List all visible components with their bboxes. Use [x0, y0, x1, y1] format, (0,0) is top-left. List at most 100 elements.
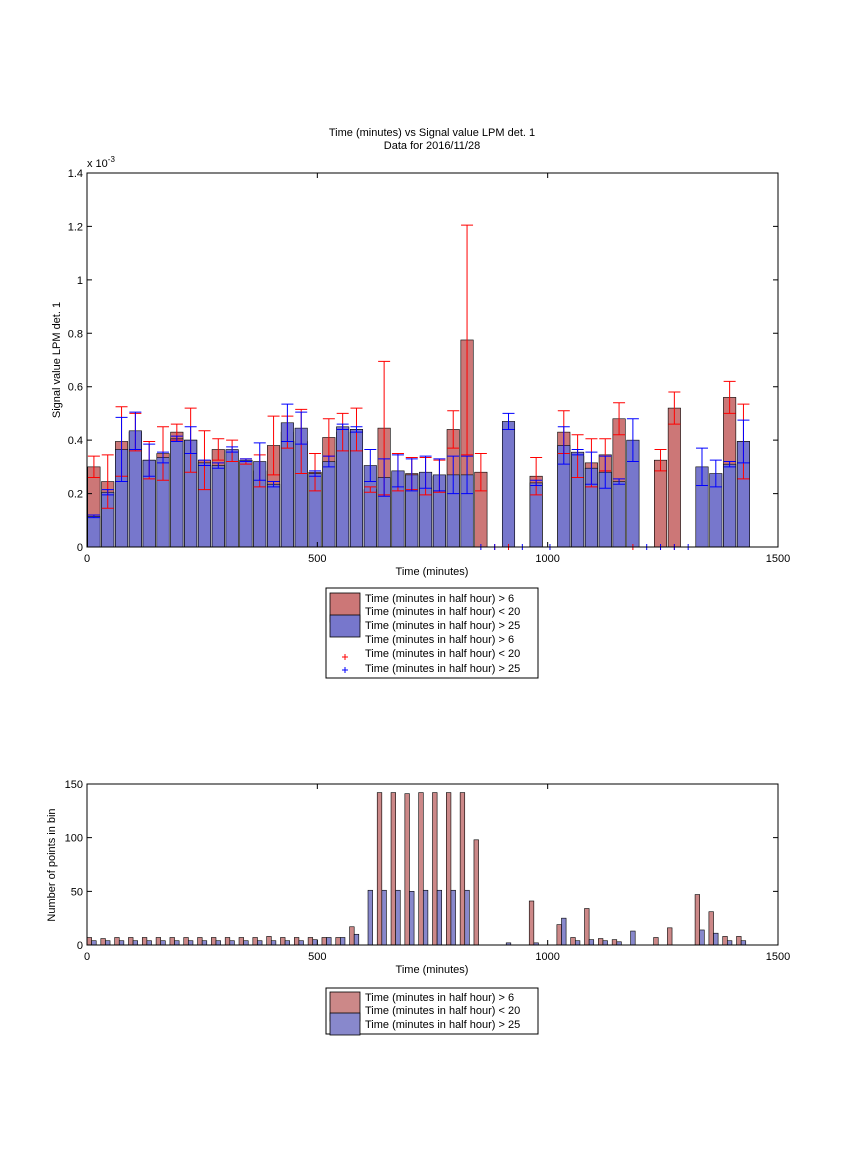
- bottom-bar-s0-36: [694, 894, 700, 946]
- top-errorbar-s1-14: [281, 403, 294, 442]
- top-errorbar-s0-35: [654, 448, 667, 472]
- bottom-bar-s0-10: [224, 937, 231, 946]
- top-errorbar-s1-38: [723, 461, 736, 468]
- bottom-bar-s1-27: [464, 889, 470, 946]
- top-errorbar-s1-15: [295, 411, 308, 445]
- bottom-bar-s1-19: [353, 933, 360, 946]
- bottom-bar-s0-1: [100, 938, 106, 946]
- bottom-bar-s0-32: [598, 938, 604, 946]
- top-legend-label-2: Time (minutes in half hour) < 20: [365, 606, 520, 618]
- top-errorbar-s0-26: [447, 410, 460, 449]
- top-axes-box: [86, 172, 779, 548]
- legend-marker-blue: [342, 667, 348, 673]
- bottom-bar-s0-23: [418, 792, 424, 946]
- bottom-bar-s0-3: [128, 937, 134, 946]
- bottom-axes-box: [86, 783, 779, 946]
- top-errorbar-s0-0: [87, 455, 100, 479]
- top-xtick-label-1: 500: [308, 553, 326, 565]
- bottom-bar-s0-30: [570, 937, 576, 946]
- bottom-bar-s0-38: [722, 936, 728, 946]
- bottom-bar-s1-9: [215, 940, 221, 946]
- top-ytick-label-4: 0.8: [68, 328, 83, 340]
- bottom-bar-s1-33: [602, 940, 608, 946]
- bottom-bar-s0-16: [307, 937, 314, 946]
- top-errorbar-s1-17: [322, 455, 335, 468]
- top-errorbar-s1-6: [170, 435, 183, 442]
- bottom-bar-s0-2: [114, 937, 120, 946]
- top-errorbar-s1-9: [212, 462, 225, 469]
- top-ytick-label-0: 0: [77, 542, 83, 554]
- top-xtick-label-3: 1500: [766, 553, 790, 565]
- bottom-bar-s1-21: [381, 889, 387, 946]
- bottom-xtick-label-2: 1000: [535, 951, 559, 963]
- top-errorbar-s1-23: [405, 458, 418, 492]
- top-chart-title: Time (minutes) vs Signal value LPM det. …: [329, 127, 535, 139]
- bottom-y-axis-label: Number of points in bin: [46, 808, 58, 921]
- bottom-bar-s1-11: [243, 940, 249, 946]
- top-xtick-label-0: 0: [84, 553, 90, 565]
- top-errorbar-s1-5: [157, 451, 170, 464]
- bottom-bar-s1-6: [174, 940, 180, 946]
- bottom-bar-s0-17: [321, 937, 327, 946]
- top-legend-label-1: Time (minutes in half hour) > 6: [365, 593, 514, 605]
- bottom-bar-s1-37: [713, 932, 719, 946]
- top-y-exponent: x 10-3: [87, 155, 115, 170]
- bottom-bar-s0-7: [183, 937, 189, 946]
- bottom-ytick-label-1: 50: [71, 886, 83, 898]
- top-bar-s1-13: [267, 483, 281, 548]
- bottom-bar-s1-30: [561, 917, 567, 946]
- bottom-bar-s0-18: [335, 937, 341, 946]
- top-errorbar-s1-31: [571, 448, 584, 456]
- bottom-bar-s0-0: [86, 937, 92, 946]
- bottom-bar-s1-15: [298, 940, 304, 946]
- top-bar-s1-17: [322, 461, 336, 548]
- bottom-bar-s0-39: [736, 936, 742, 946]
- top-ytick-label-5: 1: [77, 275, 83, 287]
- bottom-bar-s1-18: [340, 937, 346, 946]
- top-errorbar-s1-19: [350, 426, 363, 433]
- bottom-bar-s0-14: [280, 937, 286, 946]
- bottom-bar-s0-20: [376, 792, 383, 946]
- bottom-bar-s1-8: [201, 940, 208, 946]
- top-errorbar-s1-2: [115, 416, 128, 483]
- top-errorbar-s1-22: [391, 454, 404, 488]
- bottom-bar-s1-12: [257, 940, 263, 946]
- bottom-bar-s0-28: [528, 900, 535, 946]
- top-errorbar-s0-20: [364, 486, 377, 493]
- bottom-bar-s0-34: [653, 937, 659, 946]
- bottom-bar-s1-32: [588, 939, 595, 946]
- top-errorbar-s1-25: [433, 458, 446, 492]
- bottom-bar-s1-20: [367, 889, 373, 946]
- bottom-bar-s1-0: [91, 940, 97, 946]
- bottom-bar-s0-4: [141, 937, 148, 946]
- top-bar-s1-0: [87, 515, 101, 548]
- bottom-bar-s1-10: [229, 940, 235, 946]
- bottom-bar-s0-26: [459, 792, 466, 946]
- top-errorbar-s0-34: [613, 402, 626, 436]
- bottom-bar-s0-11: [238, 937, 244, 946]
- bottom-bar-s1-14: [284, 940, 290, 946]
- top-bar-s0-35: [654, 459, 668, 548]
- top-xticks: 0 500 1000 1500: [84, 173, 790, 565]
- top-errorbar-s1-13: [267, 481, 280, 488]
- top-errorbar-s1-34: [613, 478, 626, 485]
- top-errorbar-s1-24: [419, 455, 432, 489]
- bottom-legend-swatch-blue: [329, 1012, 361, 1036]
- top-bar-s1-6: [170, 438, 184, 548]
- top-bar-s1-38: [723, 463, 737, 548]
- top-errorbar-s1-18: [336, 423, 349, 430]
- bottom-legend-label-3: Time (minutes in half hour) > 25: [365, 1019, 520, 1031]
- top-errorbar-s1-10: [226, 446, 239, 453]
- top-errorbar-s1-16: [309, 470, 322, 477]
- bottom-bar-s0-35: [667, 927, 673, 946]
- bottom-bar-s0-31: [584, 908, 590, 946]
- top-errorbar-s1-8: [198, 459, 211, 467]
- top-errorbar-s1-0: [87, 514, 100, 519]
- bottom-xticks: 0 500 1000 1500: [84, 784, 790, 963]
- bottom-bar-s0-9: [211, 937, 217, 946]
- top-chart-subtitle: Data for 2016/11/28: [384, 140, 480, 152]
- bottom-bar-s0-13: [266, 936, 272, 946]
- bottom-bar-s1-23: [409, 891, 415, 946]
- bottom-x-axis-label: Time (minutes): [396, 964, 469, 976]
- top-bar-s1-34: [612, 481, 626, 548]
